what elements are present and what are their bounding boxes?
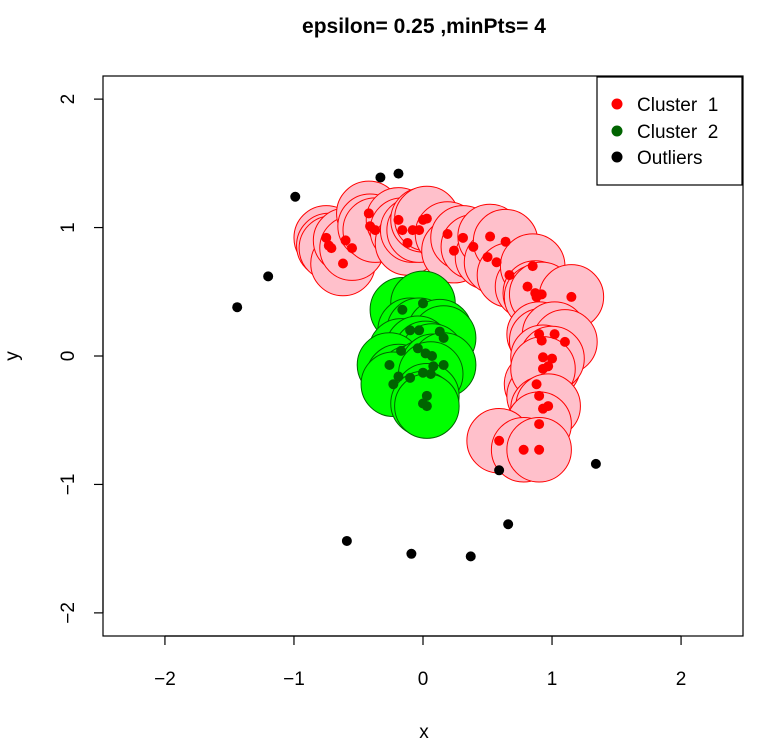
x-tick-label: −2 — [154, 669, 176, 690]
cluster-1-point — [543, 401, 554, 412]
cluster-2-point — [421, 401, 432, 412]
cluster-1-point — [402, 237, 413, 248]
cluster-1-point — [534, 390, 545, 401]
legend-marker-cluster-1 — [611, 98, 623, 110]
legend-label-cluster-2: Cluster 2 — [637, 122, 718, 143]
cluster-2-point — [405, 325, 416, 336]
x-axis-label: x — [419, 722, 429, 743]
cluster-1-point — [442, 228, 453, 239]
cluster-1-point — [536, 289, 547, 300]
cluster-1-point — [559, 336, 570, 347]
y-tick-label: 1 — [58, 222, 79, 233]
cluster-2-point — [384, 359, 395, 370]
cluster-1-point — [414, 225, 425, 236]
x-tick-label: −1 — [283, 669, 305, 690]
cluster-2-point — [396, 345, 407, 356]
cluster-1-point — [547, 353, 558, 364]
legend-label-cluster-1: Cluster 1 — [637, 95, 718, 116]
cluster-1-point — [397, 225, 408, 236]
x-axis: −2 −1 0 1 2 — [154, 635, 687, 690]
cluster-1-point — [534, 444, 545, 455]
cluster-1-point — [491, 257, 502, 268]
outlier-point — [503, 519, 514, 530]
cluster-1-point — [566, 291, 577, 302]
cluster-2-point — [388, 379, 399, 390]
cluster-2-point — [418, 298, 428, 309]
cluster-2-point — [428, 361, 439, 372]
cluster-1-point — [522, 281, 533, 292]
cluster-1-point — [485, 231, 496, 242]
outlier-point — [263, 271, 274, 282]
cluster-1-point — [370, 225, 381, 236]
cluster-1-point — [549, 329, 560, 340]
cluster-1-point — [347, 243, 358, 254]
cluster-1-point — [363, 208, 374, 219]
cluster-2-point — [405, 372, 416, 383]
outlier-point — [494, 465, 505, 476]
cluster-2-point — [421, 390, 432, 401]
cluster-1-point — [534, 419, 545, 430]
cluster-2-point — [412, 343, 423, 354]
y-axis-label: y — [2, 351, 23, 361]
cluster-1-point — [338, 258, 348, 269]
outlier-point — [590, 458, 601, 469]
cluster-1-point — [536, 335, 547, 346]
cluster-1-point — [448, 245, 459, 256]
chart-title: epsilon= 0.25 ,minPts= 4 — [302, 15, 546, 38]
cluster-1-point — [538, 363, 548, 374]
cluster-2-point — [397, 304, 408, 315]
cluster-1-point — [326, 243, 337, 254]
outlier-point — [406, 548, 417, 559]
cluster-2-point — [393, 371, 404, 382]
cluster-1-point — [340, 235, 351, 246]
x-tick-label: 2 — [676, 669, 687, 690]
cluster-2-point — [425, 368, 436, 379]
cluster-1-point — [518, 444, 529, 455]
cluster-1-point — [504, 270, 515, 281]
y-tick-label: −2 — [58, 602, 79, 624]
legend-marker-outliers — [611, 151, 623, 163]
cluster-1-point — [458, 232, 468, 243]
cluster-1-point — [538, 352, 548, 363]
cluster-1-point — [482, 252, 493, 263]
outlier-point — [290, 191, 301, 202]
x-tick-label: 1 — [547, 669, 558, 690]
outlier-point — [393, 168, 404, 179]
cluster-1-point — [421, 213, 432, 224]
outlier-point — [465, 551, 476, 562]
cluster-2-point — [414, 325, 425, 336]
outlier-point — [232, 302, 243, 313]
y-axis: −2 −1 0 1 2 — [58, 94, 104, 624]
cluster-1-point — [500, 236, 511, 247]
cluster-2-point — [427, 351, 438, 361]
cluster-2-point — [438, 359, 449, 370]
outlier-point — [375, 172, 386, 183]
cluster-1-point — [494, 435, 505, 446]
legend-marker-cluster-2 — [611, 125, 623, 137]
cluster-2-point — [418, 367, 428, 378]
legend: Cluster 1 Cluster 2 Outliers — [596, 76, 743, 186]
y-tick-label: −1 — [58, 474, 79, 496]
data-points-layer — [232, 168, 601, 562]
cluster-1-point — [531, 379, 542, 390]
x-tick-label: 0 — [418, 669, 429, 690]
cluster-1-point — [468, 241, 479, 252]
cluster-1-point — [527, 261, 538, 272]
outlier-point — [341, 535, 352, 546]
y-tick-label: 2 — [58, 94, 79, 105]
y-tick-label: 0 — [58, 351, 79, 362]
legend-label-outliers: Outliers — [637, 148, 702, 169]
cluster-1-point — [393, 214, 404, 225]
cluster-1-point — [321, 232, 332, 243]
cluster-2-point — [438, 333, 449, 344]
